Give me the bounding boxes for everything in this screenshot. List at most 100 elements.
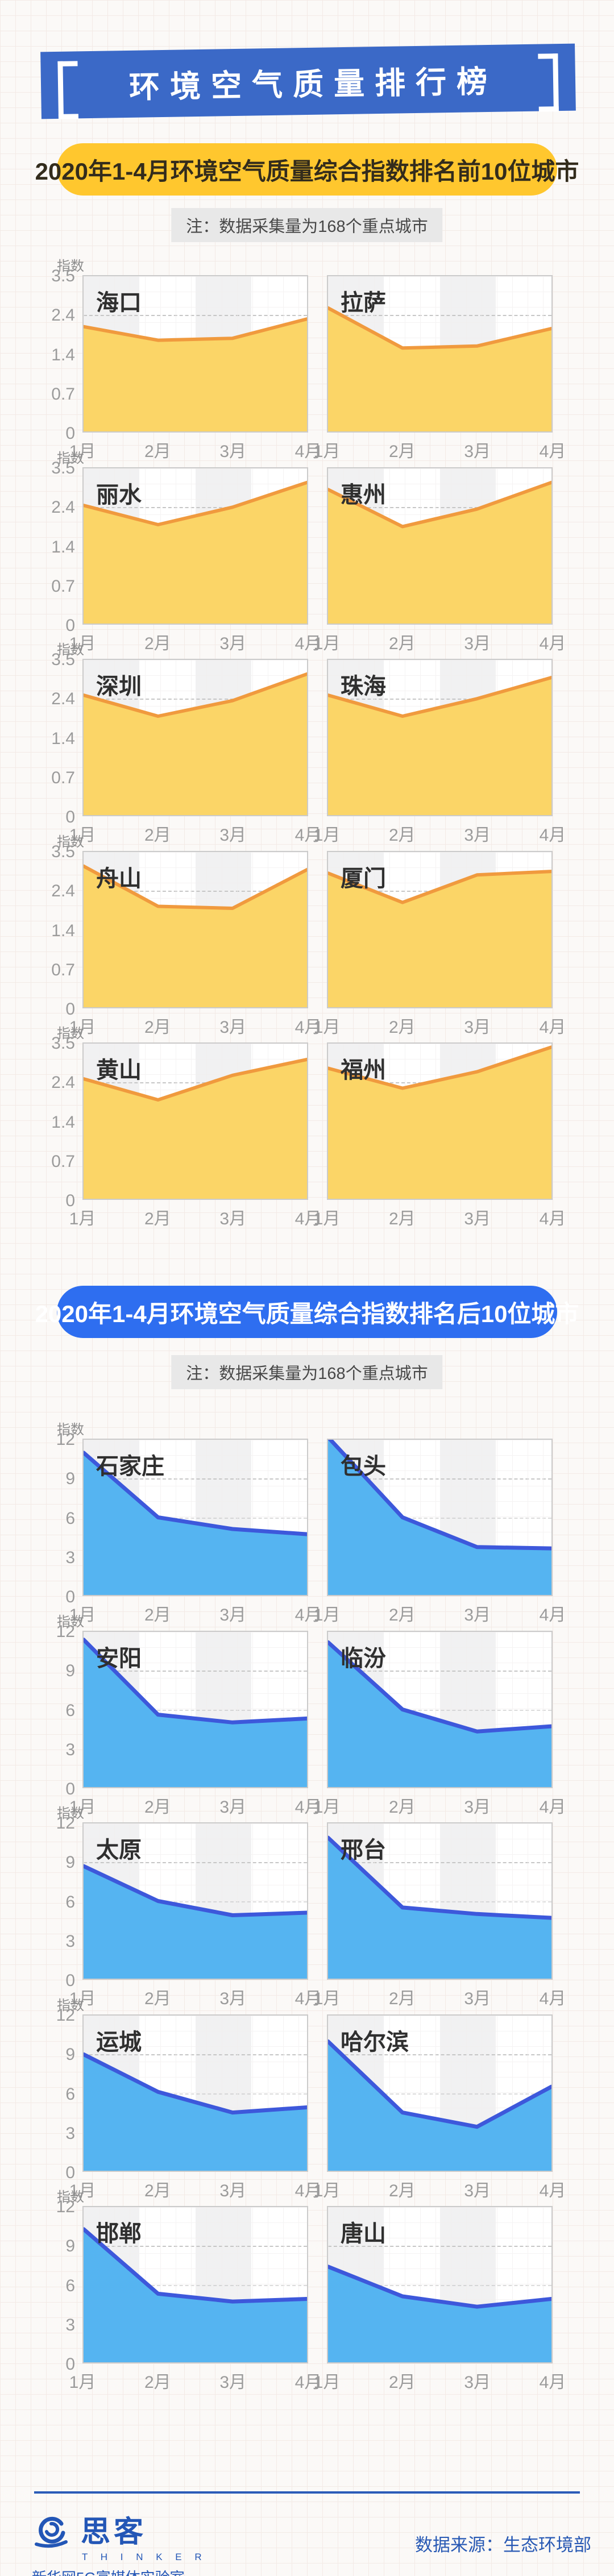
x-axis-tick: 3月 <box>219 1798 246 1817</box>
trend-line <box>84 672 307 718</box>
area-series-blue <box>84 1864 307 1979</box>
chart-row: 指数 3.5 2.4 1.4 0.7 0 黄山 1月 2月 3月 4月 福州 1月 2月 3月 4月 <box>0 1017 614 1228</box>
x-axis-tick: 2月 <box>388 826 416 845</box>
y-axis-tick: 0 <box>65 1191 75 1210</box>
dashed-gridline <box>328 1671 551 1672</box>
x-axis-tick: 3月 <box>219 634 246 653</box>
x-axis-tick: 3月 <box>219 826 246 845</box>
y-axis-tick: 0 <box>65 808 75 826</box>
trend-line <box>328 1835 551 1920</box>
y-axis-tick: 12 <box>56 2197 75 2216</box>
chart-city-label: 唐山 <box>341 2221 386 2246</box>
x-axis-tick: 2月 <box>144 826 171 845</box>
area-series-yellow <box>328 1045 551 1199</box>
chart-city-label: 运城 <box>96 2030 142 2055</box>
chart-plot: 福州 <box>327 1042 553 1200</box>
y-axis-tick: 0.7 <box>51 768 75 787</box>
x-axis-tick: 2月 <box>144 634 171 653</box>
chart-city-label: 福州 <box>341 1058 386 1083</box>
chart-plot: 拉萨 <box>327 275 553 433</box>
y-axis-tick: 2.4 <box>51 882 75 901</box>
x-axis-ticks: 1月 2月 3月 4月 <box>69 1793 322 1817</box>
section-note-top10: 注：数据采集量为168个重点城市 <box>171 208 443 242</box>
dashed-gridline <box>328 699 551 700</box>
x-axis-tick: 1月 <box>69 1989 96 2008</box>
y-axis-tick: 9 <box>65 1853 75 1872</box>
chart-row: 指数 3.5 2.4 1.4 0.7 0 海口 1月 2月 3月 4月 拉萨 1月 2月 3月 4月 <box>0 250 614 461</box>
x-axis-ticks: 1月 2月 3月 4月 <box>69 629 322 653</box>
area-fill <box>84 866 307 1007</box>
chart-city-label: 哈尔滨 <box>341 2030 409 2055</box>
x-axis-tick: 1月 <box>313 442 341 461</box>
chart-city-label: 黄山 <box>96 1058 142 1083</box>
trend-line <box>328 676 551 718</box>
logo-row: 思客 <box>32 2508 207 2550</box>
x-axis-ticks: 1月 2月 3月 4月 <box>314 1013 566 1037</box>
dashed-gridline <box>328 1709 551 1711</box>
trend-line <box>328 2039 551 2129</box>
chart-plot: 惠州 <box>327 467 553 625</box>
area-series-yellow <box>84 864 307 1007</box>
trend-line <box>84 864 307 910</box>
y-axis-tick: 2.4 <box>51 306 75 325</box>
chart-row: 指数 3.5 2.4 1.4 0.7 0 丽水 1月 2月 3月 4月 惠州 1月 2月 3月 4月 <box>0 442 614 653</box>
y-axis-tick: 3.5 <box>51 267 75 285</box>
y-axis-unit-label: 指数 <box>57 834 84 850</box>
chart-city-label: 石家庄 <box>96 1454 164 1479</box>
area-series-blue <box>328 2265 551 2362</box>
trend-line <box>84 1057 307 1102</box>
trend-line <box>328 480 551 529</box>
y-axis-tick: 1.4 <box>51 345 75 364</box>
dashed-gridline <box>328 2284 551 2286</box>
x-axis-tick: 3月 <box>219 1210 246 1228</box>
footer-divider <box>34 2491 580 2494</box>
chart-city-label: 临汾 <box>341 1646 386 1671</box>
y-axis-unit-label: 指数 <box>57 1614 84 1630</box>
x-axis-tick: 1月 <box>69 634 96 653</box>
x-axis-tick: 1月 <box>69 826 96 845</box>
x-axis-tick: 2月 <box>144 2182 171 2200</box>
x-axis-ticks: 1月 2月 3月 4月 <box>69 2368 322 2392</box>
x-axis-tick: 1月 <box>313 826 341 845</box>
area-series-blue <box>328 2039 551 2171</box>
chart-row: 指数 12 9 6 3 0 安阳 1月 2月 3月 4月 临汾 1月 2月 3月 4月 <box>0 1606 614 1817</box>
y-axis-tick: 3.5 <box>51 1034 75 1053</box>
dashed-gridline <box>328 2054 551 2056</box>
dashed-gridline <box>84 1901 307 1902</box>
area-fill <box>84 319 307 431</box>
x-axis-tick: 1月 <box>313 1210 341 1228</box>
x-axis-tick: 3月 <box>464 826 491 845</box>
x-axis-tick: 2月 <box>144 1018 171 1037</box>
dashed-gridline <box>84 2093 307 2095</box>
chart-city-label: 太原 <box>96 1838 142 1863</box>
x-axis-tick: 2月 <box>388 1798 416 1817</box>
chart-plot: 哈尔滨 <box>327 2014 553 2172</box>
y-axis-tick: 2.4 <box>51 1073 75 1092</box>
x-axis-tick: 2月 <box>388 1210 416 1228</box>
y-axis-unit-label: 指数 <box>57 259 84 274</box>
dashed-gridline <box>84 2284 307 2286</box>
data-source-label: 数据来源：生态环境部 <box>415 2535 591 2555</box>
dashed-gridline <box>328 1517 551 1519</box>
area-fill <box>84 1639 307 1787</box>
y-axis-tick: 9 <box>65 2045 75 2064</box>
chart-plot: 临汾 <box>327 1631 553 1788</box>
chart-city-label: 邢台 <box>341 1838 386 1863</box>
area-fill <box>328 1838 551 1979</box>
x-axis-tick: 1月 <box>69 1798 96 1817</box>
chart-plot: 舟山 <box>82 851 308 1008</box>
trend-line <box>84 1864 307 1917</box>
chart-city-label: 安阳 <box>96 1646 142 1671</box>
x-axis-tick: 2月 <box>388 2182 416 2200</box>
y-axis-tick: 9 <box>65 2237 75 2256</box>
dashed-gridline <box>84 891 307 892</box>
area-series-blue <box>84 1638 307 1787</box>
x-axis-tick: 4月 <box>539 2182 566 2200</box>
x-axis-ticks: 1月 2月 3月 4月 <box>314 821 566 845</box>
dashed-gridline <box>84 1082 307 1084</box>
chart-row: 指数 12 9 6 3 0 运城 1月 2月 3月 4月 哈尔滨 1月 2月 3月 4月 <box>0 1989 614 2200</box>
trend-line <box>328 2265 551 2309</box>
y-axis-tick: 2.4 <box>51 498 75 517</box>
x-axis-tick: 3月 <box>219 1018 246 1037</box>
chart-city-label: 深圳 <box>96 674 142 699</box>
